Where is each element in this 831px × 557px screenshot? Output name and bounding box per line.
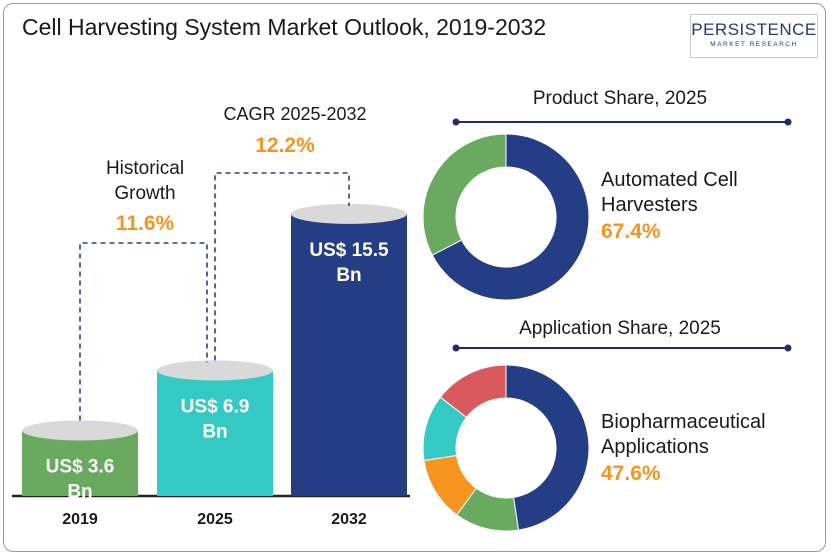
product-share-title: Product Share, 2025 — [532, 88, 708, 109]
brand-logo: PERSISTENCE MARKET RESEARCH — [690, 14, 818, 58]
bar-value-label-unit: Bn — [202, 421, 227, 442]
historical-growth-value: 11.6% — [115, 212, 175, 235]
product-share-rule-dot-left — [452, 118, 460, 126]
cagr-connector — [214, 172, 350, 361]
bar-category-label: 2019 — [62, 511, 98, 528]
application-share-title: Application Share, 2025 — [519, 318, 721, 339]
chart-frame — [3, 3, 826, 552]
bar-2032 — [291, 213, 407, 496]
application-highlight: Biopharmaceutical Applications 47.6% — [601, 410, 821, 488]
product-highlight: Automated Cell Harvesters 67.4% — [601, 168, 781, 246]
application-donut-slice-0 — [505, 364, 590, 531]
product-highlight-value: 67.4% — [601, 220, 661, 243]
bar-value-label: US$ 3.6 — [46, 456, 115, 477]
bar-category-label: 2025 — [197, 511, 233, 528]
bar-2025 — [157, 370, 273, 496]
product-share-rule-dot-right — [784, 118, 792, 126]
bar-2019 — [22, 430, 138, 496]
bar-top-2019 — [22, 420, 138, 441]
application-share-rule-dot-left — [452, 344, 460, 352]
application-highlight-name: Biopharmaceutical Applications — [601, 411, 766, 458]
product-donut-slice-0 — [431, 133, 590, 301]
bar-value-label: US$ 15.5 — [309, 240, 389, 261]
cagr-label: CAGR 2025-2032 — [223, 104, 367, 124]
bar-top-2025 — [157, 360, 273, 381]
bar-value-label-unit: Bn — [336, 265, 361, 286]
logo-sub-text: MARKET RESEARCH — [710, 41, 798, 48]
chart-title: Cell Harvesting System Market Outlook, 2… — [22, 14, 547, 40]
product-highlight-name: Automated Cell Harvesters — [601, 169, 738, 216]
logo-main-text: PERSISTENCE — [691, 20, 817, 39]
bar-value-label-unit: Bn — [67, 481, 92, 502]
cagr-value: 12.2% — [255, 134, 315, 157]
bar-value-label: US$ 6.9 — [181, 396, 250, 417]
application-share-rule-dot-right — [784, 344, 792, 352]
bar-top-2032 — [291, 203, 407, 224]
product-donut-slice-1 — [422, 133, 507, 256]
historical-connector — [79, 242, 208, 421]
application-highlight-value: 47.6% — [601, 462, 661, 485]
application-donut-slice-4 — [439, 364, 507, 419]
historical-growth-label: Historical Growth — [105, 158, 185, 204]
bar-category-label: 2032 — [331, 511, 367, 528]
